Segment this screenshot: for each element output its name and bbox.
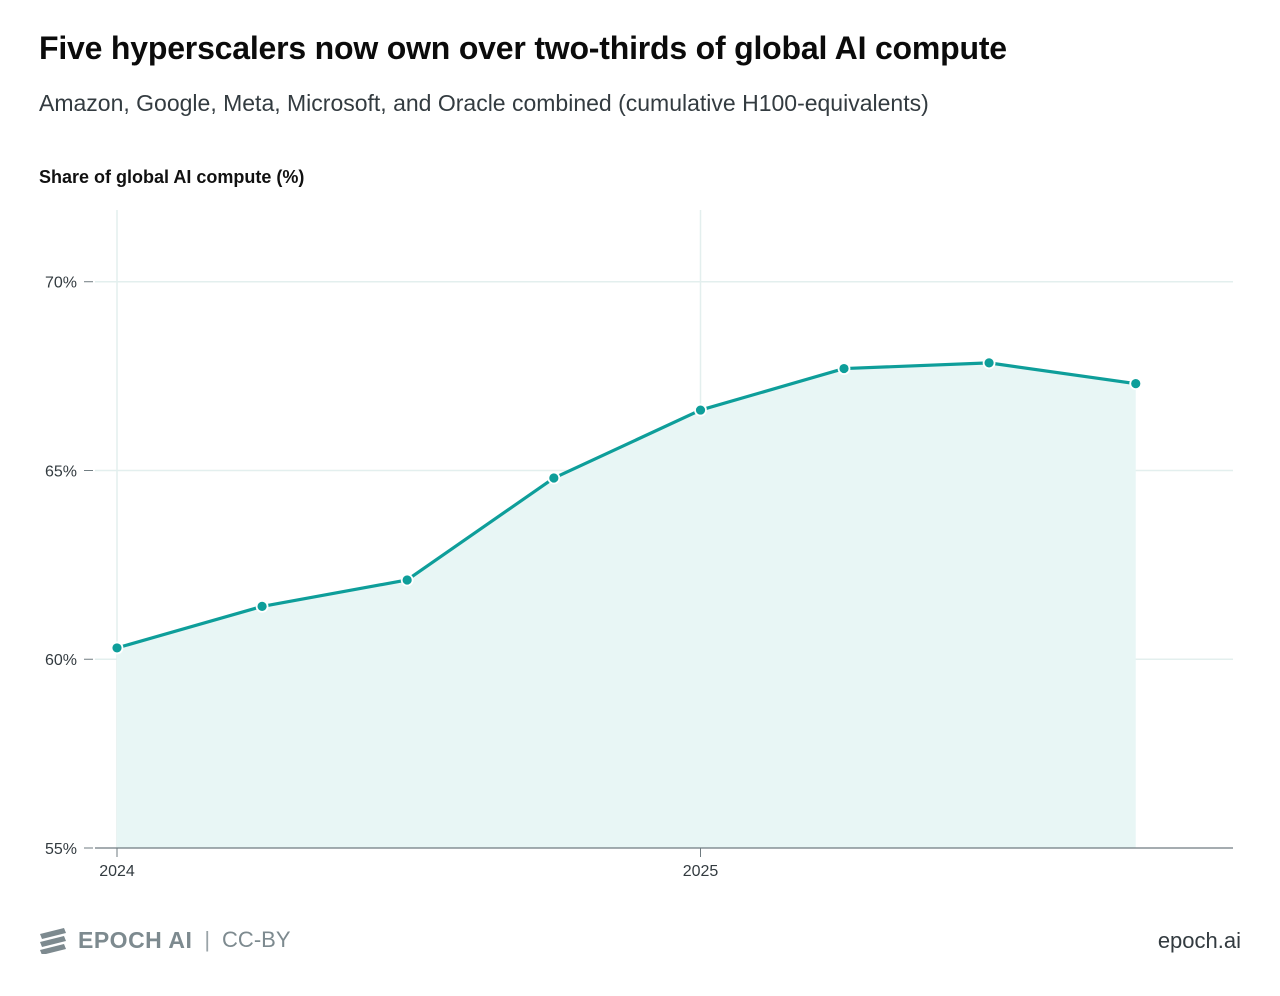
- y-tick-label: 65%: [45, 463, 77, 480]
- data-point: [982, 356, 996, 370]
- x-tick-label: 2025: [683, 863, 719, 880]
- data-point: [400, 573, 414, 587]
- y-axis-label: Share of global AI compute (%): [39, 167, 305, 187]
- series-line: [116, 361, 1136, 650]
- area-fill: [117, 362, 1136, 848]
- brand-separator: |: [204, 927, 211, 952]
- y-tick-label: 60%: [45, 652, 77, 669]
- data-point: [255, 599, 269, 613]
- license-label: CC-BY: [222, 927, 291, 952]
- epoch-stripes-icon: [40, 928, 66, 954]
- site-link[interactable]: epoch.ai: [1157, 928, 1241, 953]
- x-tick-label: 2024: [99, 863, 135, 880]
- brand-name: EPOCH AI: [78, 926, 193, 953]
- y-tick-label: 55%: [45, 841, 77, 858]
- chart-subtitle: Amazon, Google, Meta, Microsoft, and Ora…: [39, 90, 929, 116]
- data-point: [1129, 377, 1143, 391]
- epoch-logo[interactable]: EPOCH AI | CC-BY: [38, 926, 291, 954]
- data-point: [837, 362, 851, 375]
- chart-title: Five hyperscalers now own over two-third…: [39, 30, 1007, 66]
- data-point: [110, 641, 124, 655]
- y-tick-label: 70%: [45, 275, 77, 292]
- data-point: [547, 471, 561, 485]
- data-point: [694, 403, 707, 417]
